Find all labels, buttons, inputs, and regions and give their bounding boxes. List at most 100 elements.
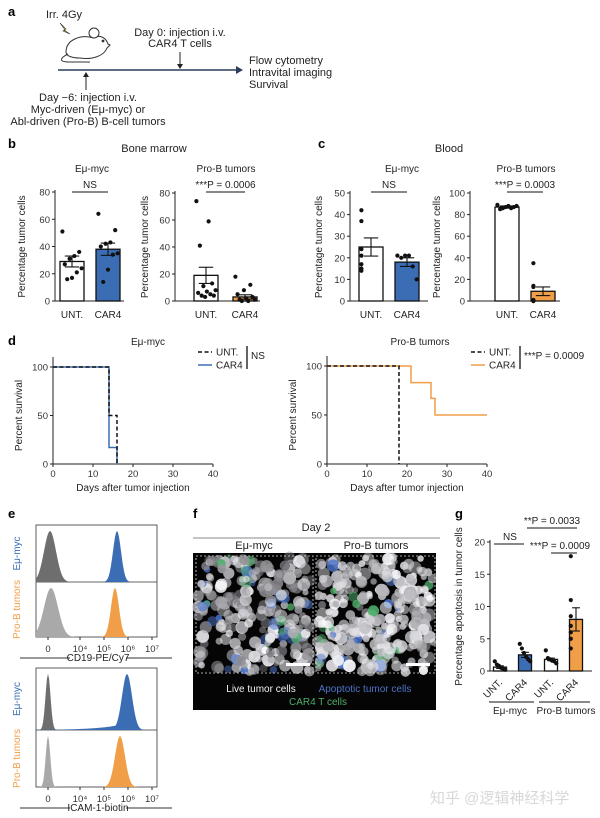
y-tick-label: 40 xyxy=(39,242,50,253)
cell xyxy=(226,591,237,602)
data-point xyxy=(519,646,524,651)
cell xyxy=(267,656,275,664)
category-label: UNT. xyxy=(482,677,506,701)
histogram-negative xyxy=(36,674,157,730)
data-point xyxy=(399,255,404,260)
histogram-row-label: Eμ-myc xyxy=(12,682,23,716)
bar xyxy=(394,261,420,302)
y-tick-label: 10 xyxy=(474,602,485,613)
data-point xyxy=(554,661,559,666)
data-point xyxy=(359,262,364,267)
lightning-icon xyxy=(59,22,71,35)
cell xyxy=(280,601,289,610)
x-tick-label: 10⁵ xyxy=(97,644,112,655)
day0-text-2: CAR4 T cells xyxy=(148,38,212,50)
cell xyxy=(419,612,432,624)
data-point xyxy=(113,228,118,233)
cell xyxy=(303,599,313,610)
cell xyxy=(348,591,359,602)
data-point xyxy=(359,253,364,258)
cell xyxy=(327,633,334,641)
cell xyxy=(404,589,416,601)
data-point xyxy=(531,261,536,266)
x-axis-label: Days after tumor injection xyxy=(350,483,463,494)
cell xyxy=(391,592,404,605)
data-point xyxy=(105,267,111,272)
data-point xyxy=(503,667,508,672)
cell xyxy=(240,666,249,675)
data-point xyxy=(402,253,408,258)
cell xyxy=(429,594,436,601)
cell xyxy=(237,608,249,620)
cell xyxy=(366,590,373,598)
x-tick-label: 0 xyxy=(45,644,50,655)
cell xyxy=(230,555,239,563)
cell xyxy=(357,666,368,676)
data-point xyxy=(233,274,238,279)
group-label: Eμ-myc xyxy=(493,706,527,717)
cell xyxy=(215,596,228,609)
data-point xyxy=(199,293,204,298)
data-point xyxy=(543,648,548,653)
legend-label: UNT. xyxy=(489,348,511,359)
chart-title: Pro-B tumors xyxy=(497,164,556,175)
cell xyxy=(376,642,385,651)
cell xyxy=(292,614,300,622)
cell xyxy=(331,570,343,583)
significance-label: ***P = 0.0009 xyxy=(530,541,591,552)
data-point xyxy=(110,252,115,257)
cell xyxy=(333,643,345,655)
panel-label-c: c xyxy=(318,136,325,151)
cell xyxy=(391,660,403,672)
category-label: UNT. xyxy=(533,677,557,701)
data-point xyxy=(568,636,573,641)
cell xyxy=(421,597,428,604)
watermark: 知乎 @逻辑神经科学 xyxy=(430,790,569,807)
y-tick-label: 0 xyxy=(460,297,465,308)
data-point xyxy=(206,219,211,224)
x-tick-label: 0 xyxy=(50,469,55,480)
cell xyxy=(332,600,340,608)
chart-title: Eμ-myc xyxy=(385,164,419,175)
cell xyxy=(292,596,305,608)
day-minus6-arrowhead xyxy=(83,72,89,77)
cell xyxy=(314,591,324,601)
x-tick-label: 10⁶ xyxy=(121,644,136,655)
legend-live-cells: Live tumor cells xyxy=(226,684,295,695)
cell xyxy=(406,574,416,584)
cell xyxy=(269,666,278,674)
data-point xyxy=(69,275,75,280)
cell xyxy=(399,614,409,625)
y-tick-label: 60 xyxy=(159,216,170,227)
cell xyxy=(383,631,390,639)
cell xyxy=(215,621,226,632)
cell xyxy=(206,574,215,582)
chart-title: Pro-B tumors xyxy=(197,164,256,175)
cell xyxy=(362,635,370,643)
y-tick-label: 80 xyxy=(159,189,170,200)
cell xyxy=(206,555,217,566)
cell xyxy=(318,560,327,569)
cell xyxy=(214,580,227,593)
x-tick-label: 40 xyxy=(482,469,493,480)
x-tick-label: 10 xyxy=(362,469,373,480)
y-axis-label: Percent survival xyxy=(14,380,25,451)
y-axis-label: Percent survival xyxy=(288,379,299,450)
cell xyxy=(372,629,385,642)
section-title-blood: Blood xyxy=(435,143,463,155)
cell xyxy=(192,590,204,602)
cell xyxy=(235,655,246,667)
cell xyxy=(315,665,322,672)
data-point xyxy=(359,208,364,213)
cell xyxy=(348,616,359,626)
cell xyxy=(238,632,247,641)
cell xyxy=(318,575,328,584)
cell xyxy=(340,572,350,582)
mouse-icon xyxy=(61,27,111,63)
data-point xyxy=(213,288,218,293)
chart-title: Eμ-myc xyxy=(75,164,109,175)
cell xyxy=(318,601,327,609)
cell xyxy=(352,599,361,609)
cell xyxy=(322,642,333,652)
